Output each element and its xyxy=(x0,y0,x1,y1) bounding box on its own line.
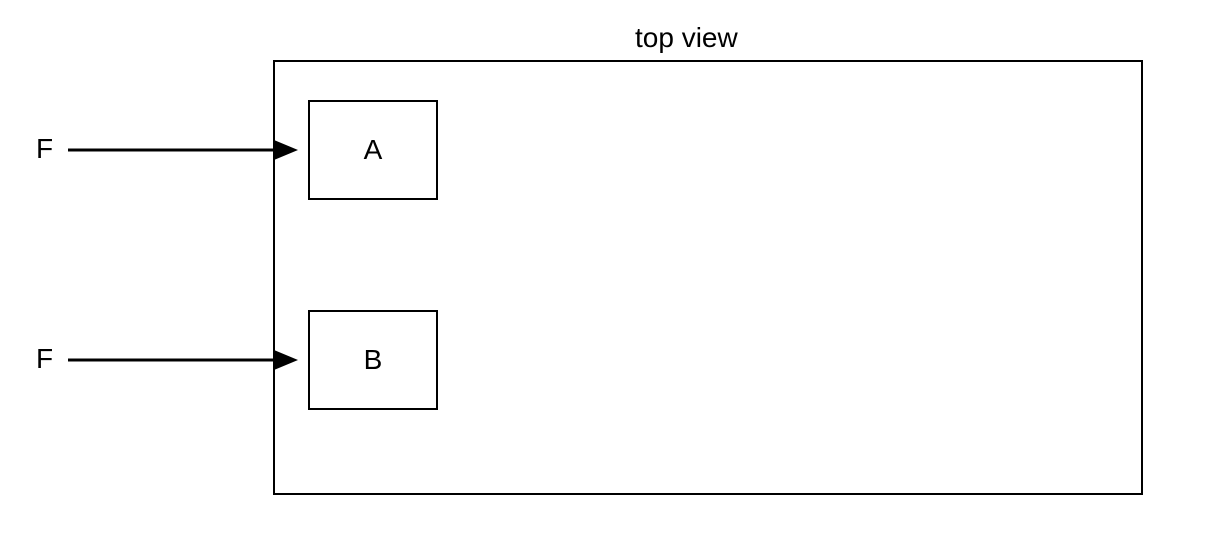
diagram-canvas: top view A B F F xyxy=(0,0,1207,540)
arrow-f2 xyxy=(0,0,1207,540)
